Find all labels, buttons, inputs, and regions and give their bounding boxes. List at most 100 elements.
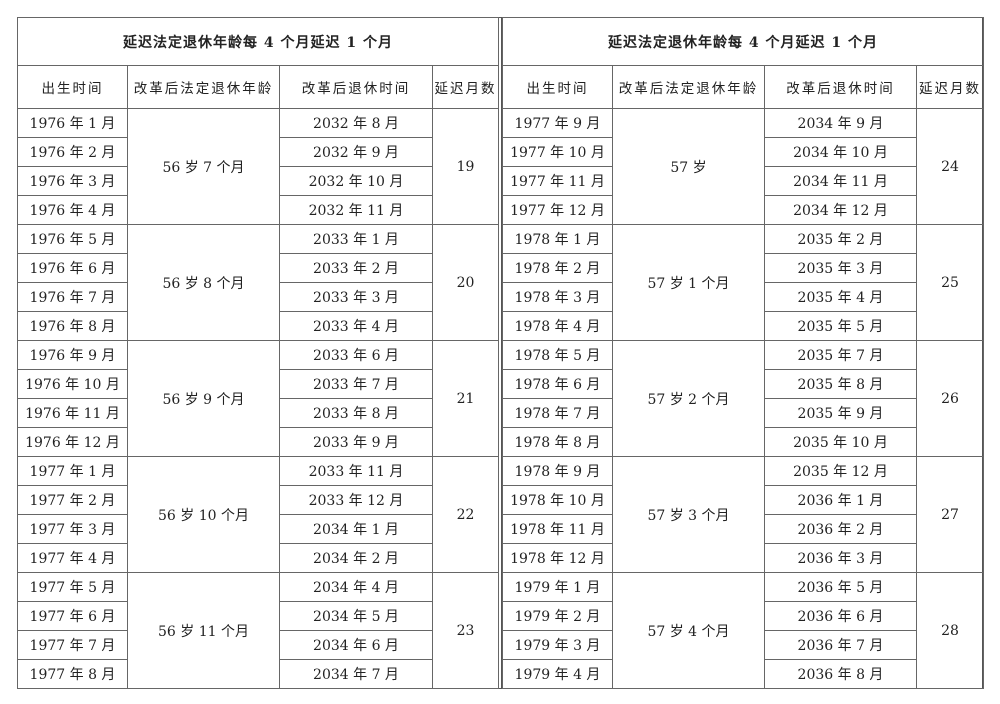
retirement-age-cell: 56 岁 10 个月 (127, 456, 280, 573)
retirement-time-cell: 2036 年 7 月 (764, 630, 917, 660)
birth-time-cell: 1977 年 8 月 (17, 659, 128, 689)
birth-time-cell: 1979 年 2 月 (502, 601, 613, 631)
retirement-time-cell: 2034 年 4 月 (279, 572, 433, 602)
table-row: 1976 年 11 月 2033 年 8 月 (17, 398, 499, 428)
retirement-age-cell: 57 岁 4 个月 (612, 572, 765, 689)
retirement-time-cell: 2034 年 12 月 (764, 195, 917, 225)
birth-time-cell: 1977 年 5 月 (17, 572, 128, 602)
table-row: 1979 年 1 月 57 岁 4 个月 2036 年 5 月 28 (502, 572, 985, 689)
table-row: 1978 年 1 月 57 岁 1 个月 2035 年 2 月 25 (502, 224, 985, 341)
birth-time-header: 出生时间 (502, 65, 613, 109)
retirement-time-cell: 2033 年 8 月 (279, 398, 433, 428)
delay-months-cell: 23 (431, 572, 500, 689)
birth-time-cell: 1977 年 4 月 (17, 543, 128, 573)
birth-time-cell: 1976 年 12 月 (17, 427, 128, 457)
retirement-time-cell: 2033 年 6 月 (279, 340, 433, 370)
retirement-time-cell: 2033 年 7 月 (279, 369, 433, 399)
birth-time-cell: 1977 年 10 月 (502, 137, 613, 167)
retirement-time-cell: 2032 年 8 月 (279, 108, 433, 138)
table-row: 1977 年 9 月 57 岁 2034 年 9 月 24 (502, 108, 985, 225)
retirement-time-cell: 2033 年 3 月 (279, 282, 433, 312)
table-row: 1977 年 12 月 2034 年 12 月 (502, 195, 984, 225)
birth-time-cell: 1976 年 3 月 (17, 166, 128, 196)
table-row: 1978 年 3 月 2035 年 4 月 (502, 282, 984, 312)
delay-months-cell: 21 (431, 340, 500, 457)
delay-months-cell: 20 (431, 224, 500, 341)
birth-time-cell: 1978 年 8 月 (502, 427, 613, 457)
retirement-time-cell: 2036 年 2 月 (764, 514, 917, 544)
birth-time-cell: 1976 年 4 月 (17, 195, 128, 225)
retirement-time-cell: 2034 年 6 月 (279, 630, 433, 660)
table-row: 1976 年 4 月 2032 年 11 月 (17, 195, 499, 225)
birth-time-cell: 1976 年 10 月 (17, 369, 128, 399)
birth-time-cell: 1979 年 4 月 (502, 659, 613, 689)
birth-time-cell: 1979 年 1 月 (502, 572, 613, 602)
birth-time-cell: 1979 年 3 月 (502, 630, 613, 660)
birth-time-cell: 1977 年 7 月 (17, 630, 128, 660)
birth-time-cell: 1976 年 11 月 (17, 398, 128, 428)
retirement-age-cell: 56 岁 7 个月 (127, 108, 280, 225)
retirement-time-cell: 2036 年 1 月 (764, 485, 917, 515)
birth-time-header: 出生时间 (17, 65, 128, 109)
retirement-time-cell: 2035 年 12 月 (764, 456, 917, 486)
birth-time-cell: 1976 年 8 月 (17, 311, 128, 341)
retirement-time-cell: 2035 年 2 月 (764, 224, 917, 254)
retirement-age-cell: 56 岁 8 个月 (127, 224, 280, 341)
birth-time-cell: 1978 年 10 月 (502, 485, 613, 515)
table-row: 1978 年 9 月 57 岁 3 个月 2035 年 12 月 27 (502, 456, 985, 573)
retirement-time-cell: 2034 年 11 月 (764, 166, 917, 196)
birth-time-cell: 1977 年 12 月 (502, 195, 613, 225)
retirement-time-cell: 2034 年 10 月 (764, 137, 917, 167)
right-table: 延迟法定退休年龄每 4 个月延迟 1 个月 出生时间 改革后法定退休年龄 改革后退休时… (501, 17, 985, 689)
retirement-time-cell: 2035 年 8 月 (764, 369, 917, 399)
table-row: 1976 年 3 月 2032 年 10 月 (17, 166, 499, 196)
table-row: 1977 年 10 月 2034 年 10 月 (502, 137, 984, 167)
table-row: 1977 年 3 月 2034 年 1 月 (17, 514, 499, 544)
table-row: 1976 年 1 月 56 岁 7 个月 2032 年 8 月 19 (17, 108, 500, 225)
retirement-time-cell: 2035 年 10 月 (764, 427, 917, 457)
retirement-age-cell: 57 岁 (612, 108, 765, 225)
table-row: 1976 年 9 月 56 岁 9 个月 2033 年 6 月 21 (17, 340, 500, 457)
table-row: 1977 年 11 月 2034 年 11 月 (502, 166, 984, 196)
retirement-time-cell: 2032 年 11 月 (279, 195, 433, 225)
retirement-age-cell: 56 岁 11 个月 (127, 572, 280, 689)
delay-months-cell: 28 (915, 572, 985, 689)
birth-time-cell: 1976 年 2 月 (17, 137, 128, 167)
retirement-time-cell: 2033 年 4 月 (279, 311, 433, 341)
table-row: 1978 年 10 月 2036 年 1 月 (502, 485, 984, 515)
birth-time-cell: 1978 年 2 月 (502, 253, 613, 283)
delay-months-cell: 19 (431, 108, 500, 225)
retirement-time-cell: 2036 年 5 月 (764, 572, 917, 602)
delay-months-cell: 24 (915, 108, 985, 225)
table-title: 延迟法定退休年龄每 4 个月延迟 1 个月 (16, 17, 500, 66)
table-row: 1978 年 4 月 2035 年 5 月 (502, 311, 984, 341)
table-row: 1978 年 8 月 2035 年 10 月 (502, 427, 984, 457)
table-row: 1979 年 4 月 2036 年 8 月 (502, 659, 984, 689)
retirement-time-cell: 2035 年 5 月 (764, 311, 917, 341)
delay-months-cell: 22 (431, 456, 500, 573)
retirement-time-cell: 2035 年 7 月 (764, 340, 917, 370)
birth-time-cell: 1977 年 1 月 (17, 456, 128, 486)
retirement-time-cell: 2035 年 9 月 (764, 398, 917, 428)
retirement-time-cell: 2033 年 12 月 (279, 485, 433, 515)
table-row: 1976 年 2 月 2032 年 9 月 (17, 137, 499, 167)
retirement-time-header: 改革后退休时间 (279, 65, 433, 109)
retirement-time-header: 改革后退休时间 (764, 65, 917, 109)
table-row: 1978 年 11 月 2036 年 2 月 (502, 514, 984, 544)
retirement-age-header: 改革后法定退休年龄 (127, 65, 280, 109)
retirement-time-cell: 2033 年 2 月 (279, 253, 433, 283)
retirement-time-cell: 2034 年 7 月 (279, 659, 433, 689)
birth-time-cell: 1977 年 9 月 (502, 108, 613, 138)
table-title: 延迟法定退休年龄每 4 个月延迟 1 个月 (501, 17, 985, 66)
retirement-time-cell: 2033 年 1 月 (279, 224, 433, 254)
birth-time-cell: 1978 年 9 月 (502, 456, 613, 486)
birth-time-cell: 1978 年 1 月 (502, 224, 613, 254)
retirement-time-cell: 2032 年 10 月 (279, 166, 433, 196)
delay-months-cell: 25 (915, 224, 985, 341)
table-row: 1978 年 5 月 57 岁 2 个月 2035 年 7 月 26 (502, 340, 985, 457)
retirement-age-cell: 57 岁 2 个月 (612, 340, 765, 457)
retirement-time-cell: 2034 年 2 月 (279, 543, 433, 573)
birth-time-cell: 1977 年 6 月 (17, 601, 128, 631)
birth-time-cell: 1976 年 6 月 (17, 253, 128, 283)
delay-months-cell: 27 (915, 456, 985, 573)
